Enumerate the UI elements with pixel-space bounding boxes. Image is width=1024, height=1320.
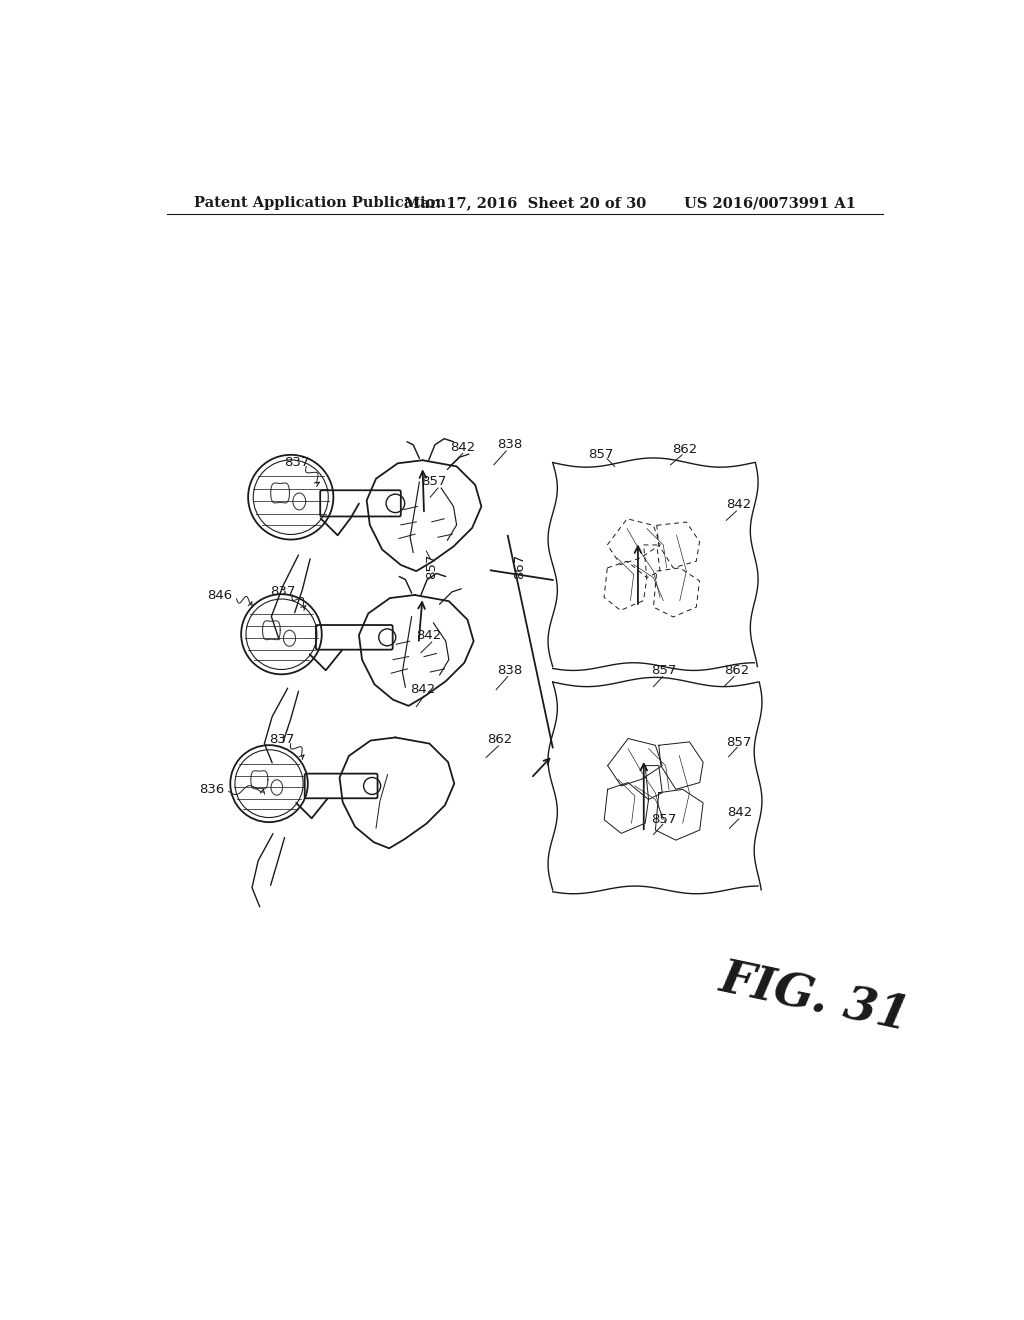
Text: 846: 846: [207, 589, 232, 602]
Text: 838: 838: [497, 438, 522, 451]
Text: 857: 857: [422, 475, 446, 488]
Text: 862: 862: [487, 733, 513, 746]
Text: 857: 857: [651, 813, 677, 825]
Text: 857: 857: [726, 735, 752, 748]
Text: 837: 837: [268, 733, 294, 746]
Text: 837: 837: [285, 455, 309, 469]
Text: 857: 857: [651, 664, 677, 677]
Text: FIG. 31: FIG. 31: [715, 954, 913, 1040]
Text: 842: 842: [728, 807, 753, 820]
Text: 842: 842: [416, 630, 441, 643]
Text: 842: 842: [410, 684, 435, 696]
Text: Patent Application Publication: Patent Application Publication: [194, 197, 445, 210]
Text: 857: 857: [425, 554, 438, 579]
Text: 862: 862: [724, 664, 749, 677]
Text: 842: 842: [726, 499, 752, 511]
Text: 836: 836: [199, 783, 224, 796]
Text: 862: 862: [672, 444, 697, 455]
Text: Mar. 17, 2016  Sheet 20 of 30: Mar. 17, 2016 Sheet 20 of 30: [403, 197, 646, 210]
Text: 857: 857: [588, 449, 613, 462]
Text: 838: 838: [497, 664, 522, 677]
Text: 837: 837: [270, 585, 296, 598]
Text: US 2016/0073991 A1: US 2016/0073991 A1: [684, 197, 856, 210]
Text: 867: 867: [513, 554, 526, 579]
Text: 842: 842: [451, 441, 475, 454]
